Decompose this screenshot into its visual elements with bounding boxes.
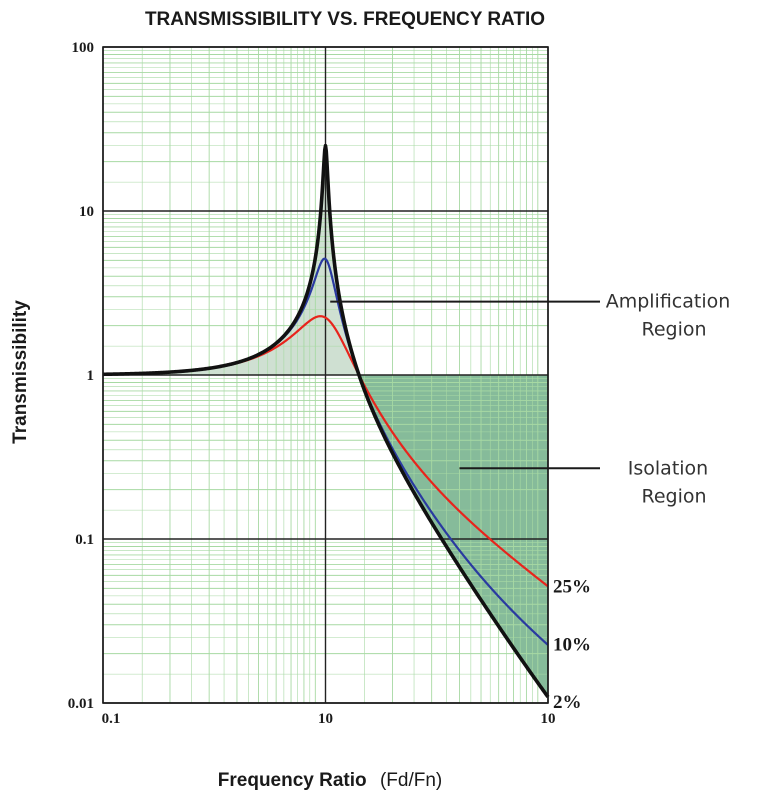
amplification-region-fill (103, 145, 359, 375)
x-axis-label-sub: (Fd/Fn) (380, 770, 442, 791)
x-tick-label: 10 (541, 711, 556, 727)
annotation-text: Amplification Region (606, 291, 731, 341)
series-labels: 25% 10% 2% (553, 577, 591, 713)
plot-frame (102, 46, 549, 704)
plot-area (101, 46, 550, 704)
series-label: 10% (553, 635, 591, 656)
y-tick-label: 0.1 (75, 532, 94, 548)
y-tick-label: 1 (87, 368, 95, 384)
y-tick-label: 100 (72, 40, 95, 56)
y-tick-label: 0.01 (68, 696, 94, 712)
x-axis-label: Frequency Ratio (Fd/Fn) (218, 770, 442, 791)
annotation-line-2: Region (641, 485, 706, 507)
isolation-region-fill (358, 375, 548, 697)
y-axis-label: Transmissibility (10, 300, 31, 444)
x-tick-label: 0.1 (102, 711, 121, 727)
annotations: Amplification Region Isolation Region (330, 291, 731, 507)
series-label: 2% (553, 692, 582, 713)
chart-title: TRANSMISSIBILITY VS. FREQUENCY RATIO (145, 9, 545, 30)
y-tick-label: 10 (79, 204, 94, 220)
series-label: 25% (553, 577, 591, 598)
x-axis-label-main: Frequency Ratio (218, 770, 367, 791)
tick-labels: 0.1 10 10 0.01 0.1 1 10 100 (68, 40, 556, 727)
annotation-line-2: Region (641, 319, 706, 341)
annotation-text: Isolation Region (628, 457, 708, 507)
region-layer (103, 145, 548, 697)
annotation-line-1: Amplification (606, 291, 731, 313)
series-line-2pct (101, 143, 550, 699)
annotation-line-1: Isolation (628, 457, 708, 479)
x-tick-label: 10 (318, 711, 333, 727)
series-layer (101, 143, 550, 701)
grid-layer (102, 46, 549, 704)
